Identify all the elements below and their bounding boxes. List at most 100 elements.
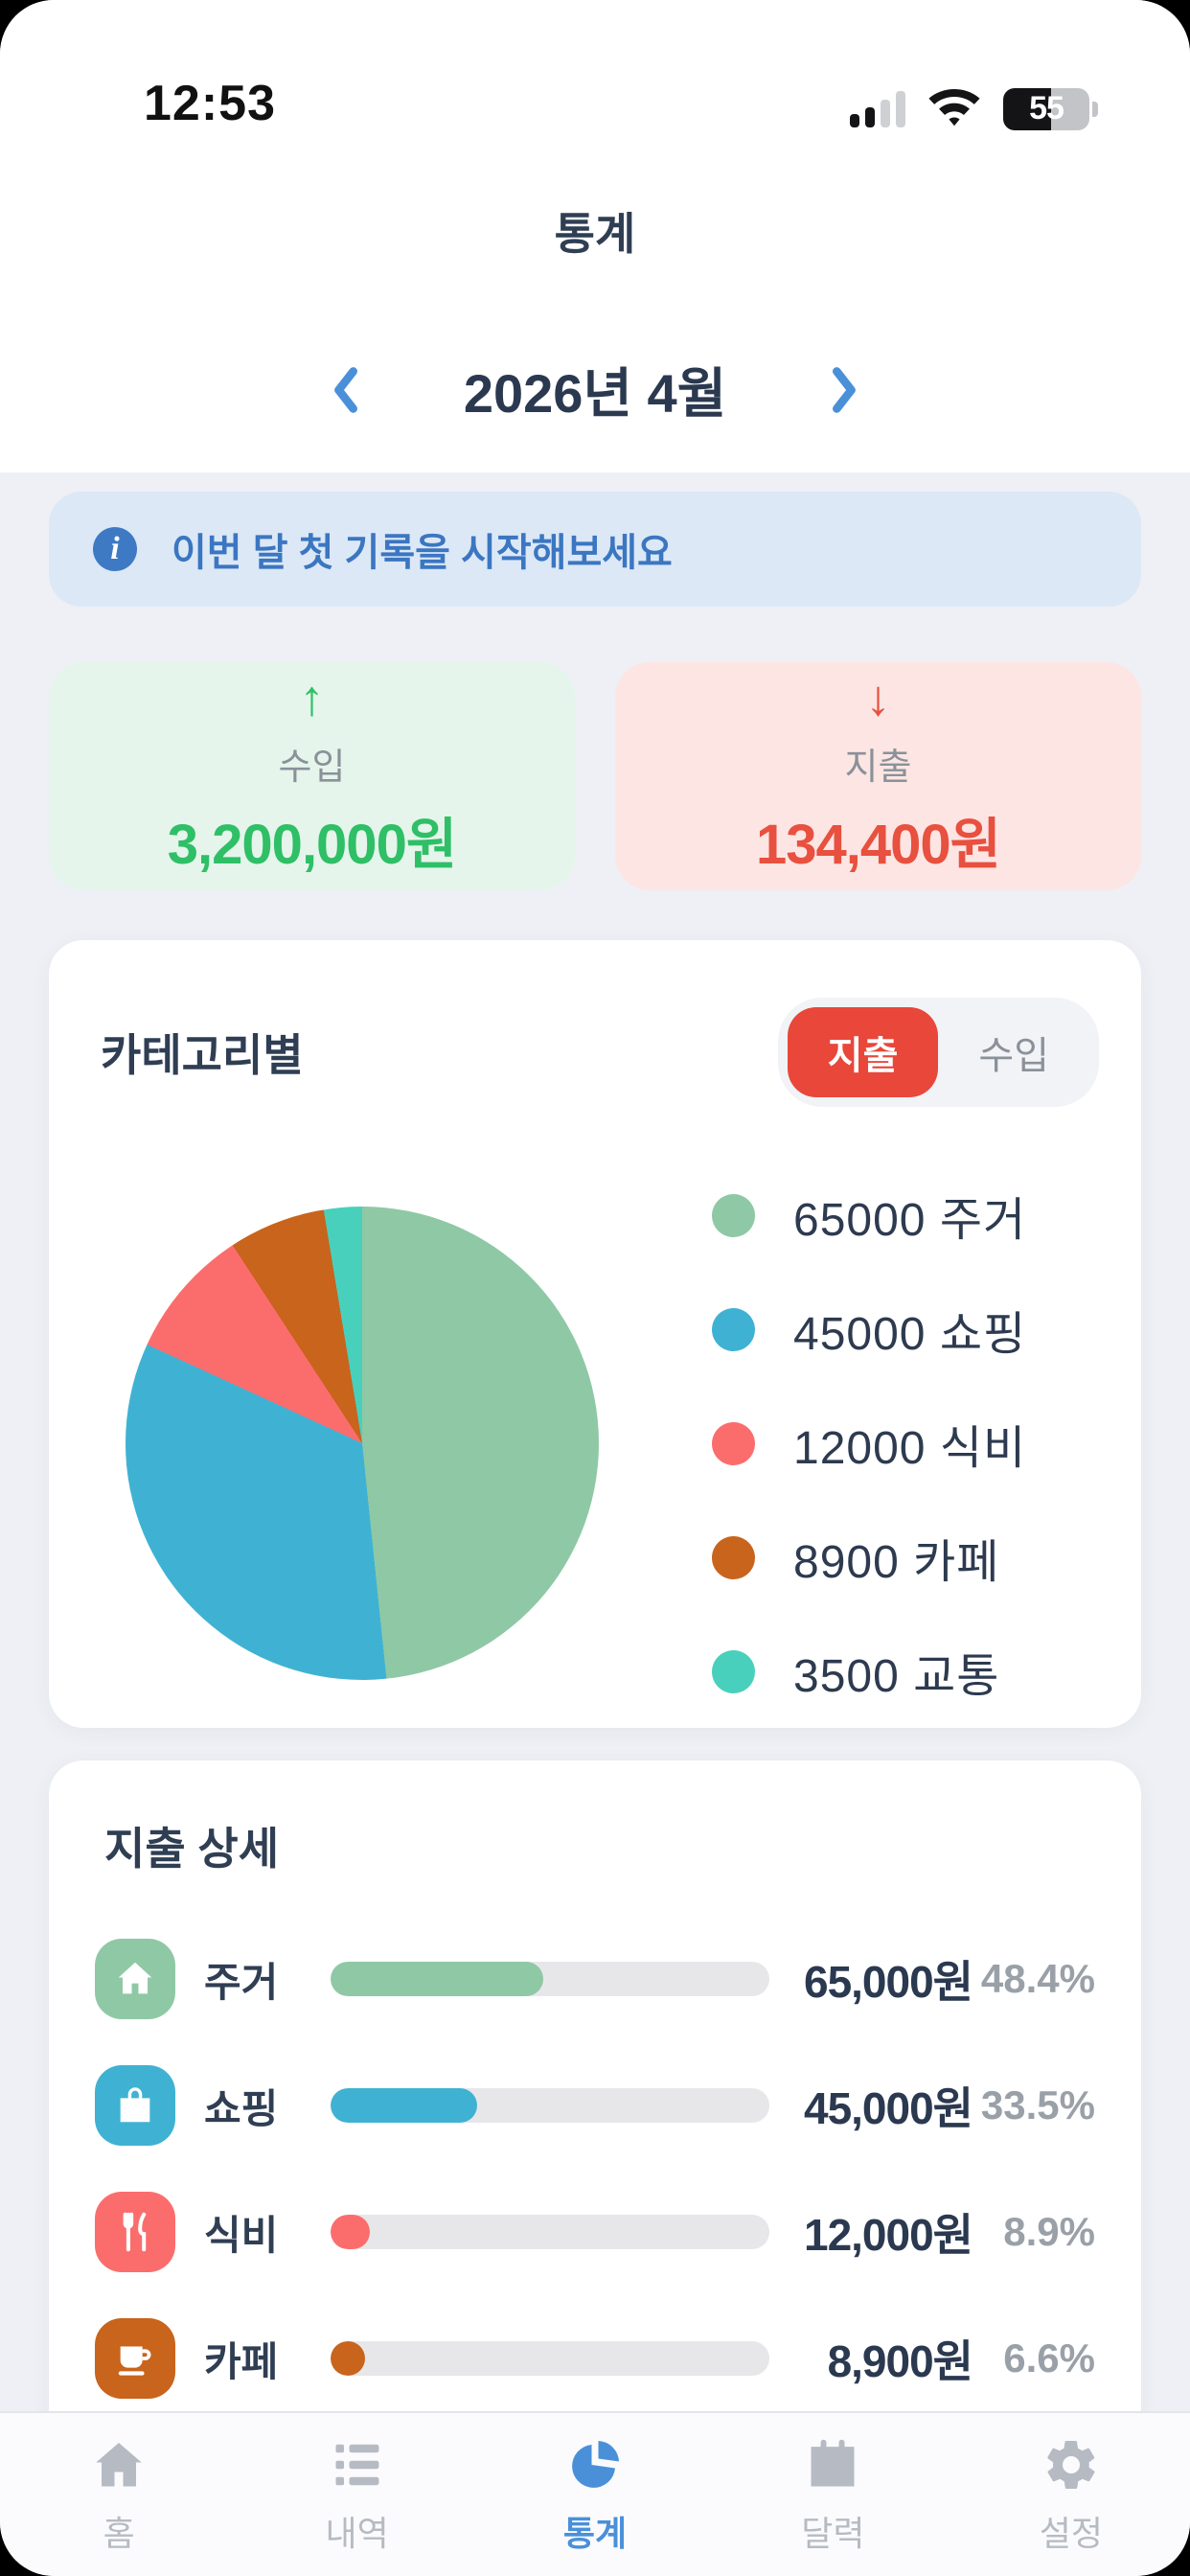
app-header: 통계 [0,199,1190,263]
tab-label: 내역 [325,2514,389,2553]
category-label: 식비 [204,2212,279,2258]
category-amount: 45,000원 [803,2083,973,2133]
battery-icon: 55 [1003,87,1098,130]
progress-track [331,2215,769,2249]
arrow-down-icon: ↓ [865,670,891,726]
tab-settings[interactable]: 설정 [952,2436,1190,2576]
next-month-button[interactable] [826,363,864,417]
income-amount: 3,200,000원 [167,813,457,876]
progress-fill [331,2215,370,2249]
legend-item: 3500 교통 [712,1638,1026,1705]
detail-section-title: 지출 상세 [104,1824,280,1874]
legend-item: 12000 식비 [712,1410,1026,1477]
tab-label: 달력 [801,2514,865,2553]
chevron-left-icon [333,366,357,413]
category-pie-chart [126,1207,599,1680]
category-label: 카페 [204,2338,279,2384]
pie-legend: 65000 주거 45000 쇼핑 12000 식비 8900 카페 [712,1182,1026,1705]
progress-track [331,1962,769,1996]
info-banner: i 이번 달 첫 기록을 시작해보세요 [49,492,1141,607]
legend-label: 45000 쇼핑 [793,1309,1027,1360]
legend-dot-transport [712,1649,755,1693]
progress-track [331,2341,769,2376]
detail-row-housing: 주거 65,000원 48.4% [95,1916,1095,2042]
gear-icon [1042,2436,1100,2498]
detail-row-food: 식비 12,000원 8.9% [95,2169,1095,2295]
legend-label: 65000 주거 [793,1195,1027,1246]
expense-amount: 134,400원 [755,813,1001,876]
utensils-icon [95,2192,175,2272]
current-month-label: 2026년 4월 [463,363,727,424]
arrow-up-icon: ↑ [299,670,325,726]
chart-row: 65000 주거 45000 쇼핑 12000 식비 8900 카페 [91,1182,1099,1705]
category-percent: 6.6% [1003,2335,1095,2380]
category-percent: 8.9% [1003,2209,1095,2254]
category-percent: 33.5% [980,2082,1095,2128]
tab-label: 설정 [1039,2514,1103,2553]
category-section-title: 카테고리별 [101,1030,304,1080]
home-icon [90,2436,148,2498]
page-title: 통계 [554,209,636,259]
tab-label: 통계 [562,2514,628,2553]
house-icon [95,1939,175,2019]
status-icons: 55 [850,85,1098,132]
category-card: 카테고리별 지출 수입 65000 주거 45000 쇼핑 [49,940,1141,1728]
legend-dot-food [712,1421,755,1465]
category-label: 쇼핑 [204,2085,279,2131]
legend-label: 12000 식비 [793,1423,1027,1474]
coffee-icon [95,2318,175,2399]
status-time: 12:53 [144,76,276,131]
tab-history[interactable]: 내역 [238,2436,475,2576]
detail-rows: 주거 65,000원 48.4% 쇼핑 45,000원 33.5% [95,1916,1095,2422]
battery-percent: 55 [1029,90,1064,126]
toggle-income-button[interactable]: 수입 [938,1007,1089,1097]
tab-label: 홈 [103,2514,135,2553]
category-amount: 65,000원 [803,1957,973,2007]
toggle-expense-button[interactable]: 지출 [787,1007,939,1097]
legend-label: 3500 교통 [793,1651,1000,1702]
info-icon: i [93,527,137,571]
progress-track [331,2088,769,2123]
progress-fill [331,2341,365,2376]
top-section: 12:53 55 [0,0,1190,472]
tab-calendar[interactable]: 달력 [714,2436,951,2576]
tab-statistics[interactable]: 통계 [476,2436,714,2576]
legend-item: 65000 주거 [712,1182,1026,1249]
category-label: 주거 [204,1959,279,2005]
previous-month-button[interactable] [326,363,364,417]
detail-row-shopping: 쇼핑 45,000원 33.5% [95,2042,1095,2169]
info-banner-text: 이번 달 첫 기록을 시작해보세요 [172,532,673,574]
income-label: 수입 [278,747,346,788]
expense-summary-card: ↓ 지출 134,400원 [615,662,1141,890]
category-amount: 12,000원 [803,2210,973,2260]
summary-cards: ↑ 수입 3,200,000원 ↓ 지출 134,400원 [49,662,1141,890]
detail-row-cafe: 카페 8,900원 6.6% [95,2295,1095,2422]
income-summary-card: ↑ 수입 3,200,000원 [49,662,575,890]
month-navigation: 2026년 4월 [0,351,1190,428]
chevron-right-icon [833,366,856,413]
legend-dot-cafe [712,1535,755,1579]
progress-fill [331,2088,478,2123]
category-percent: 48.4% [980,1956,1095,2001]
tab-bar: 홈 내역 통계 [0,2411,1190,2576]
tab-home[interactable]: 홈 [0,2436,238,2576]
status-bar: 12:53 55 [0,0,1190,144]
legend-dot-shopping [712,1307,755,1351]
expense-income-toggle: 지출 수입 [777,998,1099,1107]
cellular-signal-icon [850,90,905,127]
list-icon [329,2436,386,2498]
expense-detail-card: 지출 상세 주거 65,000원 48.4% 쇼핑 [49,1760,1141,2479]
shopping-bag-icon [95,2065,175,2146]
legend-item: 8900 카페 [712,1524,1026,1591]
pie-chart-icon [566,2436,624,2498]
wifi-icon [927,85,982,132]
calendar-icon [804,2436,861,2498]
progress-fill [331,1962,543,1996]
legend-label: 8900 카페 [793,1537,1000,1588]
expense-label: 지출 [844,747,912,788]
legend-item: 45000 쇼핑 [712,1296,1026,1363]
legend-dot-housing [712,1193,755,1237]
content-area: i 이번 달 첫 기록을 시작해보세요 ↑ 수입 3,200,000원 ↓ 지출… [0,472,1190,2479]
category-amount: 8,900원 [827,2336,973,2386]
